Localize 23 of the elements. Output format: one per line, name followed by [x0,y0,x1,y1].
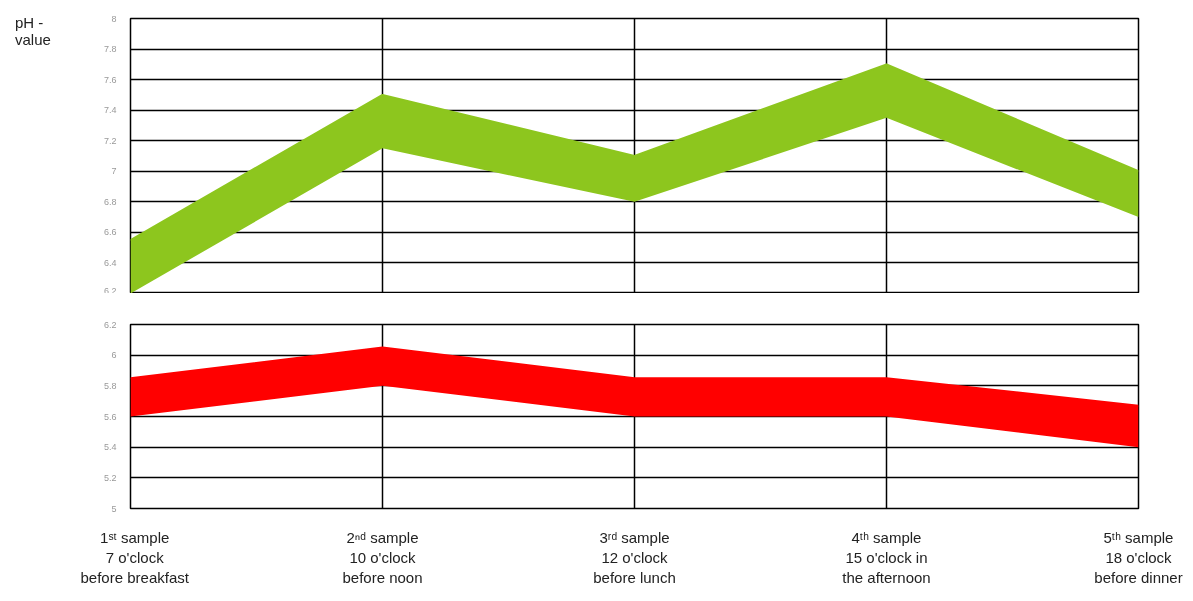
y-tick-label: 5 [111,503,117,514]
y-tick-label: 6.8 [103,196,117,207]
y-tick-label: 6.2 [103,285,117,296]
y-tick-label: 6 [111,350,117,361]
y-tick-label: 5.2 [103,472,117,483]
x-tick-label: 1ˢᵗ sample 7 o'clock before breakfast [80,528,190,587]
y-tick-label: 7.2 [103,135,117,146]
y-tick-label: 6.4 [103,257,117,268]
y-tick-label: 7.4 [103,105,117,116]
x-tick-label: 4ᵗʰ sample 15 o'clock in the afternoon [842,528,931,587]
y-tick-label: 5.4 [103,442,117,453]
x-tick-label: 2ⁿᵈ sample 10 o'clock before noon [342,528,423,587]
x-tick-label: 3ʳᵈ sample 12 o'clock before lunch [593,528,676,587]
y-axis-title: pH - value [15,14,51,48]
y-tick-label: 8 [111,13,117,24]
y-tick-label: 5.6 [103,411,117,422]
y-tick-label: 7 [111,166,117,177]
y-tick-label: 5.8 [103,380,117,391]
y-tick-label: 7.6 [103,74,117,85]
y-tick-label: 6.6 [103,227,117,238]
y-tick-label: 7.8 [103,44,117,55]
x-tick-label: 5ᵗʰ sample 18 o'clock before dinner [1094,528,1183,587]
y-tick-label: 6.2 [103,319,117,330]
